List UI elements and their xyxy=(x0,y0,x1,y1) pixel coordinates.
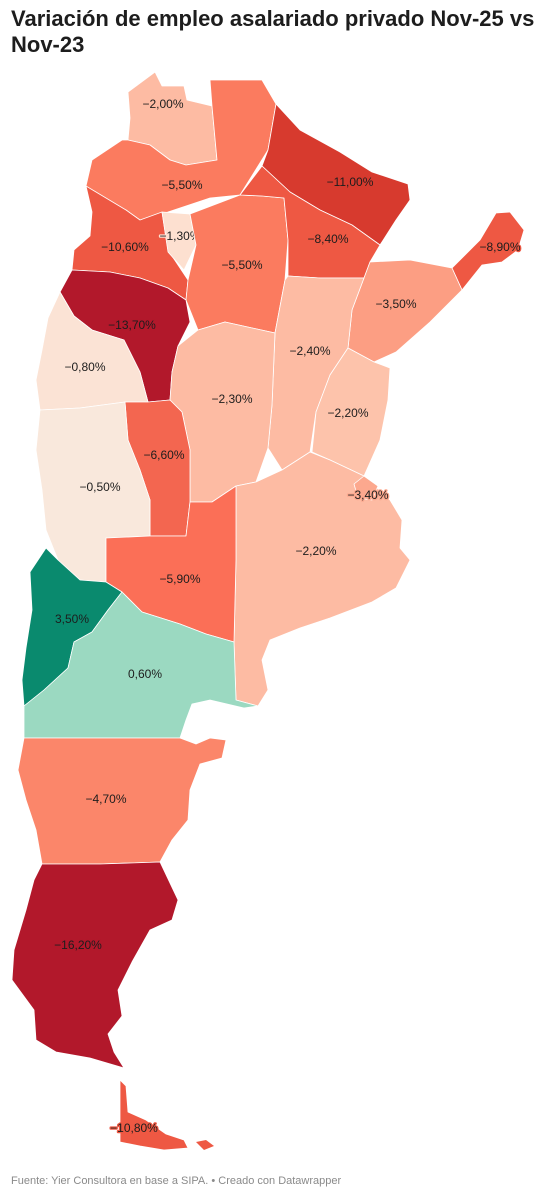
region-rionegro[interactable]: 0,60% xyxy=(23,591,259,739)
region-tierradelfuego[interactable]: −10,80% xyxy=(109,1079,189,1151)
region-shape xyxy=(11,861,179,1069)
region-label: −0,80% xyxy=(64,360,105,374)
region-shape xyxy=(353,475,379,501)
region-misiones[interactable]: −8,90% xyxy=(451,211,525,291)
region-label: −5,50% xyxy=(221,258,262,272)
region-corrientes[interactable]: −3,50% xyxy=(347,259,463,363)
region-label: −2,00% xyxy=(142,97,183,111)
region-formosa[interactable]: −11,00% xyxy=(261,103,411,246)
region-label: −4,70% xyxy=(85,792,126,806)
region-chubut[interactable]: −4,70% xyxy=(17,737,227,865)
region-label: −2,20% xyxy=(327,406,368,420)
region-label: −16,20% xyxy=(54,938,102,952)
region-entrerios[interactable]: −2,20% xyxy=(311,347,391,477)
region-caba[interactable]: −3,40% xyxy=(346,475,390,503)
region-neuquen[interactable]: 3,50% xyxy=(21,547,123,707)
region-label: −1,30% xyxy=(159,229,200,243)
region-label: −3,40% xyxy=(347,488,388,502)
map-title: Variación de empleo asalariado privado N… xyxy=(11,6,535,57)
region-label: −2,40% xyxy=(289,344,330,358)
region-label: −2,30% xyxy=(211,392,252,406)
region-shape xyxy=(311,347,391,477)
region-label: −8,40% xyxy=(307,232,348,246)
region-label: −6,60% xyxy=(143,448,184,462)
region-shape xyxy=(23,591,259,739)
region-shape xyxy=(451,211,525,291)
region-cordoba[interactable]: −2,30% xyxy=(169,321,276,503)
islands-decoration xyxy=(196,1140,214,1150)
region-shape xyxy=(119,1079,189,1151)
region-tucuman[interactable]: −1,30% xyxy=(158,211,202,271)
region-label: −2,20% xyxy=(295,544,336,558)
region-santacruz[interactable]: −16,20% xyxy=(11,861,179,1069)
region-label: −3,50% xyxy=(375,297,416,311)
region-jujuy[interactable]: −2,00% xyxy=(127,71,218,166)
region-shape xyxy=(161,211,197,271)
region-sanjuan[interactable]: −0,80% xyxy=(35,291,149,411)
region-shape xyxy=(17,737,227,865)
region-label: 3,50% xyxy=(55,612,89,626)
region-label: −11,00% xyxy=(327,175,374,189)
region-sanluis[interactable]: −6,60% xyxy=(124,399,191,537)
region-label: −10,60% xyxy=(101,240,149,254)
region-santiago[interactable]: −5,50% xyxy=(185,194,289,334)
region-label: −13,70% xyxy=(108,318,156,332)
source-footer: Fuente: Yier Consultora en base a SIPA. … xyxy=(11,1175,342,1187)
region-label: −5,50% xyxy=(161,178,202,192)
region-label: 0,60% xyxy=(128,667,162,681)
region-santafe[interactable]: −2,40% xyxy=(267,275,365,471)
region-label: −0,50% xyxy=(79,480,120,494)
region-label: −10,80% xyxy=(110,1121,158,1135)
region-label: −5,90% xyxy=(159,572,200,586)
region-chaco[interactable]: −8,40% xyxy=(239,165,381,279)
region-label: −8,90% xyxy=(479,240,520,254)
